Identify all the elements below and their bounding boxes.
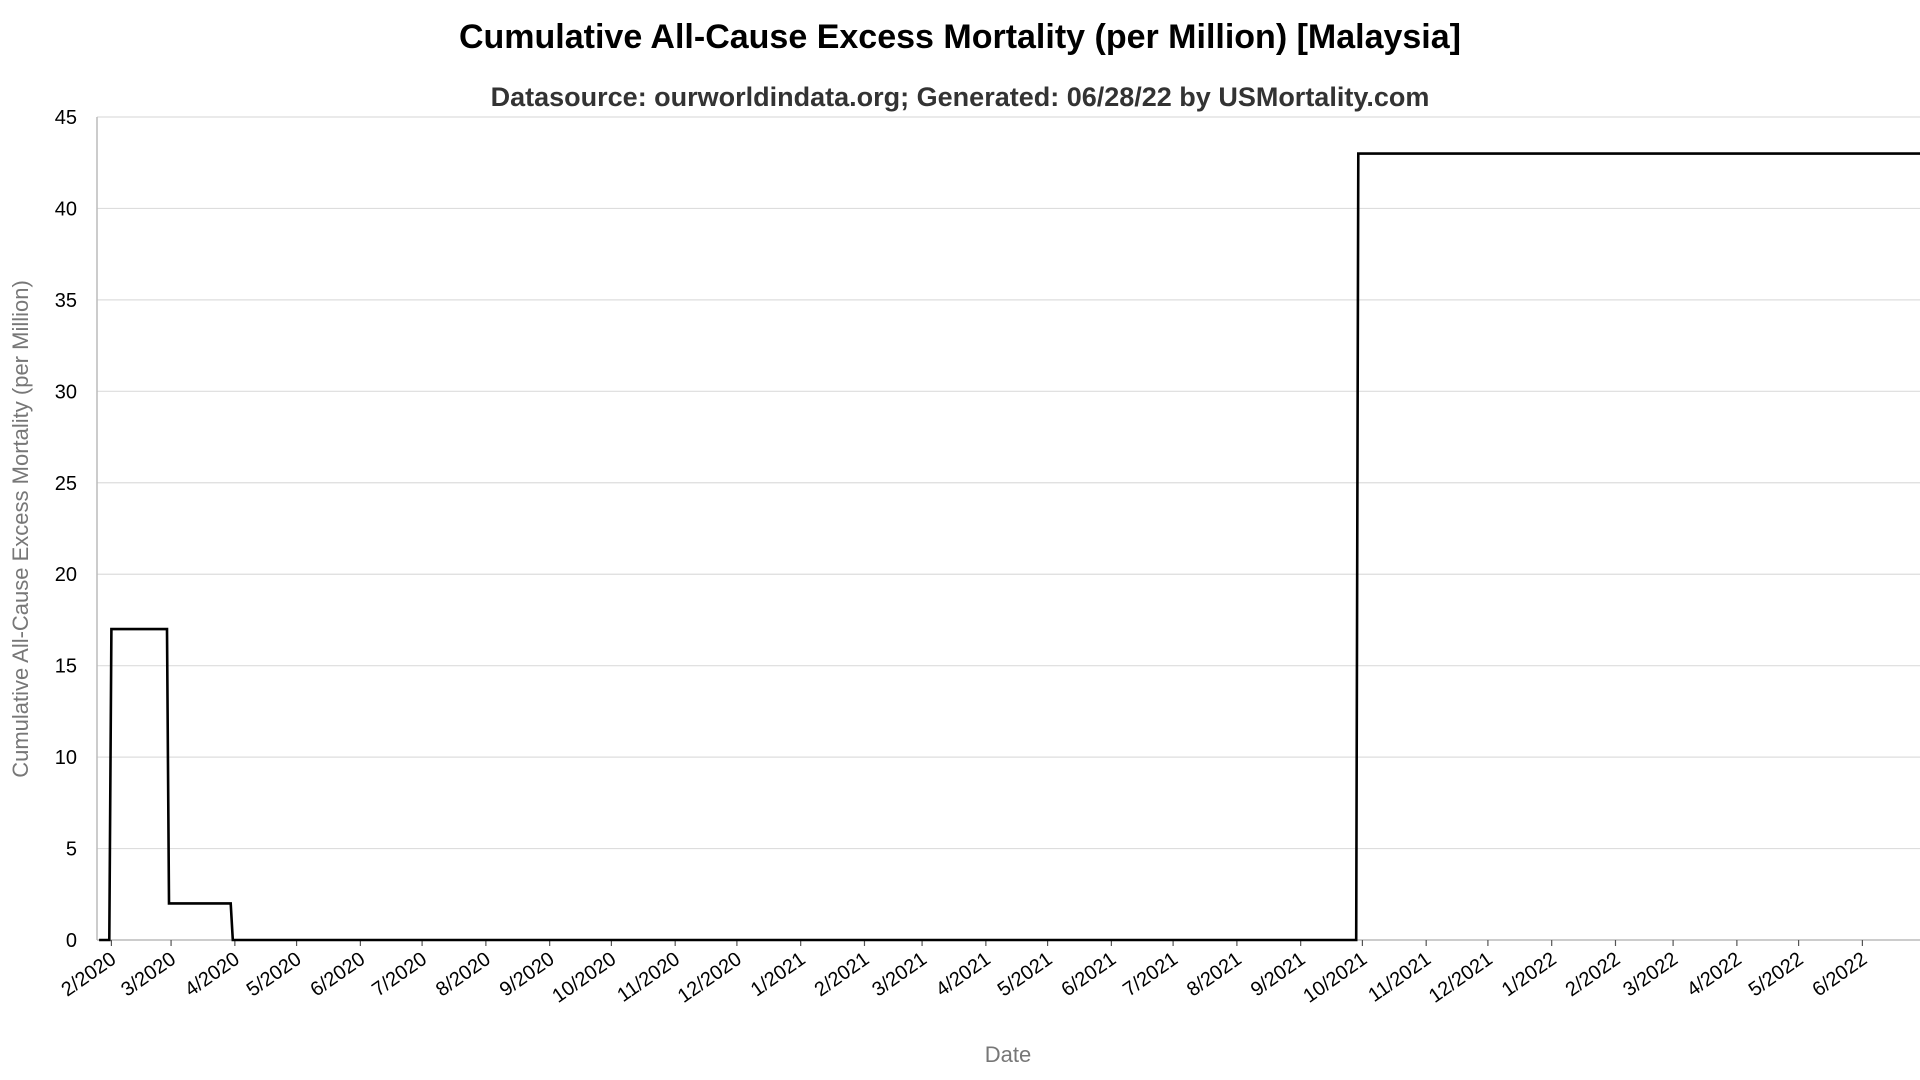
y-tick-label: 10 [55, 747, 77, 769]
x-tick-label: 12/2020 [674, 948, 746, 1007]
x-tick-label: 1/2021 [747, 948, 810, 1001]
x-tick-label: 8/2020 [432, 948, 495, 1001]
x-tick-label: 6/2022 [1809, 948, 1872, 1001]
x-tick-label: 10/2021 [1299, 948, 1371, 1007]
x-tick-label: 2/2020 [58, 948, 121, 1001]
series-layer [99, 152, 1920, 942]
y-tick-label: 5 [66, 839, 77, 861]
y-tick-label: 30 [55, 381, 77, 403]
x-tick-label: 6/2020 [307, 948, 370, 1001]
x-tick-label: 5/2022 [1745, 948, 1808, 1001]
y-axis-label: Cumulative All-Cause Excess Mortality (p… [8, 280, 33, 778]
x-tick-label: 5/2020 [243, 948, 306, 1001]
x-tick-label: 12/2021 [1425, 948, 1497, 1007]
x-tick-label: 2/2021 [811, 948, 874, 1001]
chart-title: Cumulative All-Cause Excess Mortality (p… [459, 18, 1461, 56]
x-axis-label: Date [985, 1042, 1031, 1067]
x-tick-label: 7/2021 [1119, 948, 1182, 1001]
x-tick-label: 9/2021 [1247, 948, 1310, 1001]
x-tick-label: 2/2022 [1562, 948, 1625, 1001]
x-tick-label: 7/2020 [368, 948, 431, 1001]
x-tick-label: 3/2022 [1619, 948, 1682, 1001]
series-line [99, 152, 1920, 942]
x-tick-label: 11/2021 [1364, 948, 1435, 1007]
x-tick-label: 11/2020 [613, 948, 684, 1007]
y-tick-label: 35 [55, 290, 77, 312]
gridlines [97, 116, 1920, 850]
x-tick-label: 1/2022 [1498, 948, 1561, 1001]
x-tick-label: 5/2021 [994, 948, 1057, 1001]
x-tick-label: 4/2022 [1683, 948, 1746, 1001]
x-tick-label: 6/2021 [1058, 948, 1121, 1001]
x-tick-label: 9/2020 [496, 948, 559, 1001]
y-tick-labels: 0 5 10 15 20 25 30 35 40 45 [55, 107, 77, 952]
x-tick-label: 10/2020 [548, 948, 620, 1007]
axes [96, 117, 1920, 946]
chart-subtitle: Datasource: ourworldindata.org; Generate… [491, 82, 1430, 112]
y-tick-label: 25 [55, 473, 77, 495]
y-tick-label: 45 [55, 107, 77, 129]
y-tick-label: 40 [55, 198, 77, 220]
y-tick-label: 15 [55, 656, 77, 678]
y-tick-label: 20 [55, 564, 77, 586]
x-tick-label: 4/2021 [932, 948, 995, 1001]
y-tick-label: 0 [66, 930, 77, 952]
x-tick-label: 3/2021 [868, 948, 931, 1001]
x-tick-label: 4/2020 [181, 948, 244, 1001]
x-tick-label: 3/2020 [117, 948, 180, 1001]
x-tick-label: 8/2021 [1183, 948, 1246, 1001]
